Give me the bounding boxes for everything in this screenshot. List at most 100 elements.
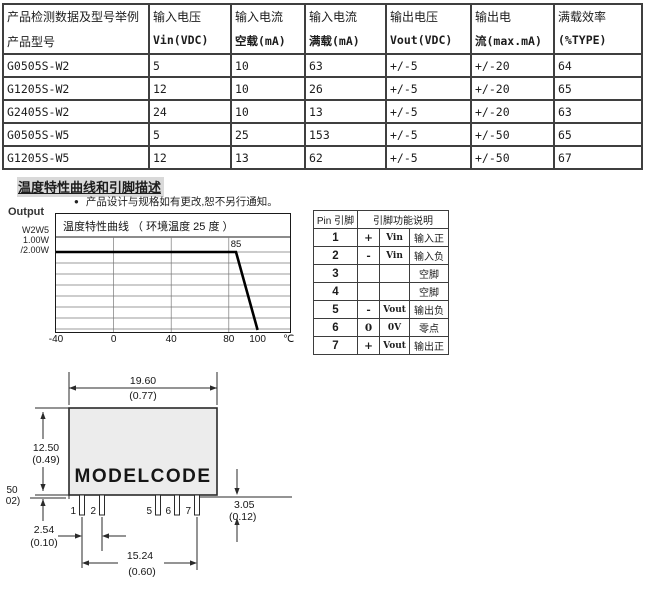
spec-cell: 26 [304, 76, 387, 101]
x-axis-unit: ℃ [283, 334, 295, 345]
dim-text: 3.05 [234, 499, 255, 511]
spec-cell: 13 [304, 99, 387, 124]
pin-desc: 输出负 [409, 300, 449, 319]
spec-cell: G0505S-W2 [2, 53, 150, 78]
pin [99, 494, 105, 516]
pin-header-row: Pin 引脚 引脚功能说明 [313, 210, 449, 229]
section-note-text: 产品设计与规格如有更改,恕不另行通知。 [85, 196, 278, 208]
pin-name: Vout [379, 336, 410, 355]
pin-name [379, 264, 410, 283]
pin-number: 6 [165, 506, 171, 517]
spec-cell: 10 [230, 53, 306, 78]
pin-sign [357, 282, 380, 301]
pin-num: 1 [313, 228, 358, 247]
pin-sign [357, 264, 380, 283]
chart-output-label: Output [8, 206, 45, 218]
arrowhead-icon [75, 533, 82, 539]
spec-cell: +/-20 [470, 99, 555, 124]
dim-text: (0.10) [30, 537, 57, 549]
spec-cell: +/-50 [470, 122, 555, 147]
section-title: 温度特性曲线和引脚描述 [17, 177, 165, 197]
spec-cell: +/-50 [470, 145, 555, 170]
pin-name: Vout [379, 300, 410, 319]
pin-desc: 输入负 [409, 246, 449, 265]
spec-cell: 5 [148, 53, 232, 78]
arrowhead-icon [234, 488, 240, 495]
bullet-icon: ● [74, 197, 79, 206]
pin-name: Vin [379, 228, 410, 247]
pin-desc: 空脚 [409, 282, 449, 301]
pin-row: 2- Vin 输入负 [313, 246, 449, 265]
spec-row: G2405S-W2 24 10 13 +/-5 +/-20 63 [2, 99, 643, 124]
arrowhead-icon [40, 484, 46, 491]
dim-text: (0.12) [229, 511, 256, 523]
chart-series-label: 1.00W [22, 235, 49, 245]
derating-line [56, 250, 259, 331]
pin-number: 1 [70, 506, 76, 517]
spec-col-header: 产品检测数据及型号举例 产品型号 [2, 3, 150, 55]
standoff-in: 02) [6, 496, 20, 507]
pin-number: 2 [90, 506, 96, 517]
spec-cell: +/-5 [385, 76, 472, 101]
pin-desc: 输出正 [409, 336, 449, 355]
spec-col-header: 输出电压 Vout(VDC) [385, 3, 472, 55]
chart-title: 温度特性曲线 （ 环境温度 25 度 ） [63, 219, 234, 233]
pin-row: 5- Vout 输出负 [313, 300, 449, 319]
arrowhead-icon [190, 560, 197, 566]
pin-header-col: Pin 引脚 [313, 210, 358, 229]
spec-cell: 64 [553, 53, 643, 78]
dim-text: 19.60 [130, 375, 156, 387]
dim-text: 15.24 [127, 550, 153, 562]
annotation-85: 85 [231, 239, 242, 250]
x-tick-label: 40 [165, 334, 177, 345]
pin-name [379, 282, 410, 301]
pin-sign: - [357, 246, 380, 265]
dim-text: (0.49) [32, 454, 59, 466]
spec-cell: 62 [304, 145, 387, 170]
pin [174, 494, 180, 516]
mechanical-drawing: MODELCODE 1 2 5 6 7 19.60 (0.77) 12.50(0.49) 5002… [6, 372, 292, 578]
spec-cell: 63 [553, 99, 643, 124]
pin [155, 494, 161, 516]
pin-header-desc: 引脚功能说明 [357, 210, 449, 229]
chart-output-labels: Output W2W5 1.00W/2.00W [2, 206, 49, 255]
pin-num: 7 [313, 336, 358, 355]
spec-cell: G0505S-W5 [2, 122, 150, 147]
x-tick-label: 100 [249, 334, 266, 345]
standoff-mm: 50 [6, 485, 18, 496]
pin-sign: + [357, 228, 380, 247]
spec-row: G1205S-W5 12 13 62 +/-5 +/-50 67 [2, 145, 643, 170]
spec-cell: G1205S-W5 [2, 145, 150, 170]
spec-cell: 153 [304, 122, 387, 147]
spec-cell: 12 [148, 145, 232, 170]
pin-num: 2 [313, 246, 358, 265]
pin-name: Vin [379, 246, 410, 265]
temperature-derating-chart: 温度特性曲线 （ 环境温度 25 度 ） 85 [55, 213, 291, 333]
pin-sign: + [357, 336, 380, 355]
pin-row: 6 0 0V 零点 [313, 318, 449, 337]
x-tick-label: -40 [48, 334, 64, 345]
spec-cell: +/-5 [385, 53, 472, 78]
dim-text: 2.54 [34, 524, 55, 536]
arrowhead-icon [69, 385, 76, 391]
module-body [68, 407, 218, 496]
spec-cell: 12 [148, 76, 232, 101]
pin-row: 4 空脚 [313, 282, 449, 301]
spec-col-header: 输出电 流(max.mA) [470, 3, 555, 55]
pin-num: 5 [313, 300, 358, 319]
spec-col-header: 输入电流 满载(mA) [304, 3, 387, 55]
arrowhead-icon [102, 533, 109, 539]
pin-desc: 零点 [409, 318, 449, 337]
pin-name: 0V [379, 318, 410, 337]
spec-col-header: 满载效率 (%TYPE) [553, 3, 643, 55]
arrowhead-icon [82, 560, 89, 566]
spec-row: G0505S-W2 5 10 63 +/-5 +/-20 64 [2, 53, 643, 78]
dim-text: (0.77) [129, 390, 156, 402]
arrowhead-icon [210, 385, 217, 391]
pin-desc: 空脚 [409, 264, 449, 283]
spec-header-row: 产品检测数据及型号举例 产品型号 输入电压 Vin(VDC) 输入电流 空载(mA) 输入电… [2, 3, 643, 55]
spec-cell: +/-5 [385, 99, 472, 124]
spec-col-header: 输入电流 空载(mA) [230, 3, 306, 55]
spec-cell: 10 [230, 99, 306, 124]
